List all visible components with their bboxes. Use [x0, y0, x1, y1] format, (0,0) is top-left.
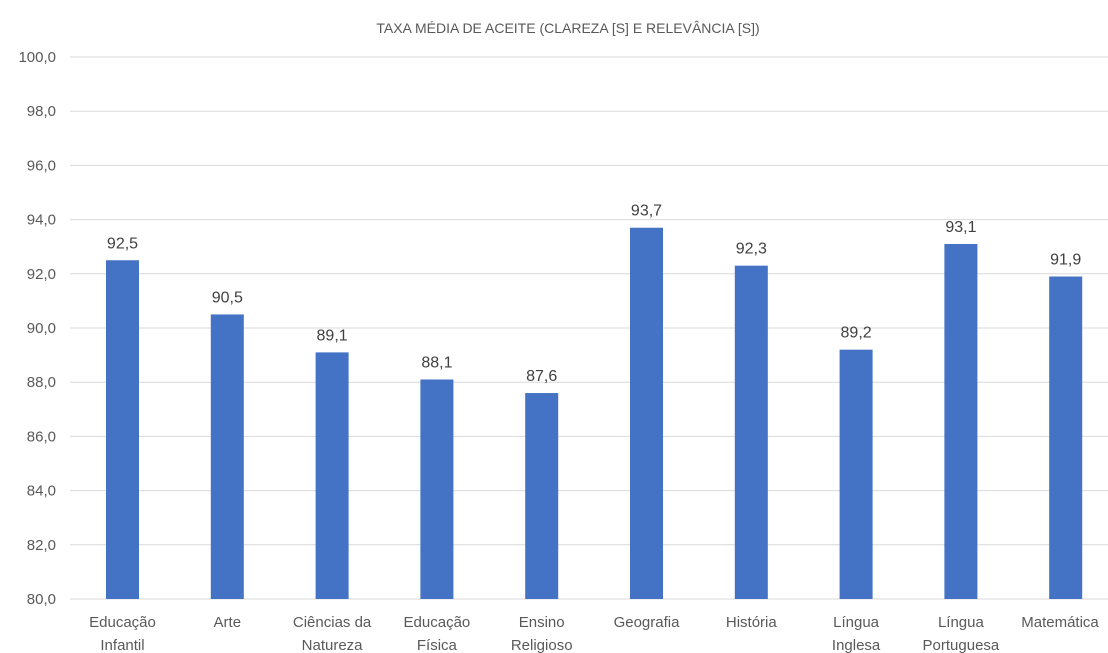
x-tick-label: Inglesa [832, 637, 881, 653]
data-label: 90,5 [212, 289, 243, 306]
data-label: 92,5 [107, 235, 138, 252]
x-tick-label: Matemática [1021, 614, 1099, 631]
x-tick-label: Educação [404, 614, 471, 631]
bar [839, 349, 873, 599]
y-tick-label: 80,0 [27, 591, 56, 608]
bar [420, 379, 454, 599]
y-tick-label: 88,0 [27, 374, 56, 391]
y-tick-label: 90,0 [27, 320, 56, 337]
x-tick-label: Língua [833, 614, 880, 631]
data-label: 93,7 [631, 203, 662, 220]
data-label: 88,1 [421, 354, 452, 371]
y-tick-label: 94,0 [27, 212, 56, 229]
bar [106, 260, 139, 599]
x-axis-ticks: Educação Infantil Arte Ciências da Natureza E… [89, 614, 1099, 653]
data-label: 92,3 [736, 241, 767, 258]
x-tick-label: Arte [214, 614, 242, 631]
data-label: 89,2 [841, 325, 872, 342]
bar [630, 227, 663, 600]
x-tick-label: Ciências da [293, 614, 372, 631]
chart-title: TAXA MÉDIA DE ACEITE (CLAREZA [S] E RELE… [376, 20, 759, 36]
x-tick-label: Religioso [511, 637, 573, 653]
bar [315, 352, 349, 599]
x-tick-label: Física [417, 637, 458, 653]
y-tick-label: 100,0 [18, 49, 56, 66]
y-tick-label: 98,0 [27, 103, 56, 120]
x-tick-label: História [726, 614, 778, 631]
bar [734, 265, 768, 599]
bars [106, 227, 1083, 600]
x-tick-label: Portuguesa [923, 637, 1000, 653]
y-axis-ticks: 80,0 82,0 84,0 86,0 88,0 90,0 92,0 94,0 96,0 98,0… [18, 49, 56, 608]
x-tick-label: Ensino [519, 614, 565, 631]
x-tick-label: Geografia [614, 614, 681, 631]
data-labels: 92,5 90,5 89,1 88,1 87,6 93,7 92,3 89,2 93,1 91,9 [107, 203, 1081, 385]
y-tick-label: 96,0 [27, 157, 56, 174]
data-label: 91,9 [1050, 252, 1081, 269]
y-tick-label: 82,0 [27, 537, 56, 554]
data-label: 87,6 [526, 368, 557, 385]
data-label: 93,1 [945, 219, 976, 236]
y-tick-label: 84,0 [27, 483, 56, 500]
x-tick-label: Natureza [302, 637, 364, 653]
y-tick-label: 92,0 [27, 266, 56, 283]
bar [1049, 276, 1083, 599]
bar [525, 393, 559, 599]
data-label: 89,1 [317, 327, 348, 344]
y-tick-label: 86,0 [27, 428, 56, 445]
bar [210, 314, 244, 599]
bar [944, 243, 978, 600]
x-tick-label: Infantil [100, 637, 144, 653]
x-tick-label: Língua [938, 614, 985, 631]
x-tick-label: Educação [89, 614, 156, 631]
